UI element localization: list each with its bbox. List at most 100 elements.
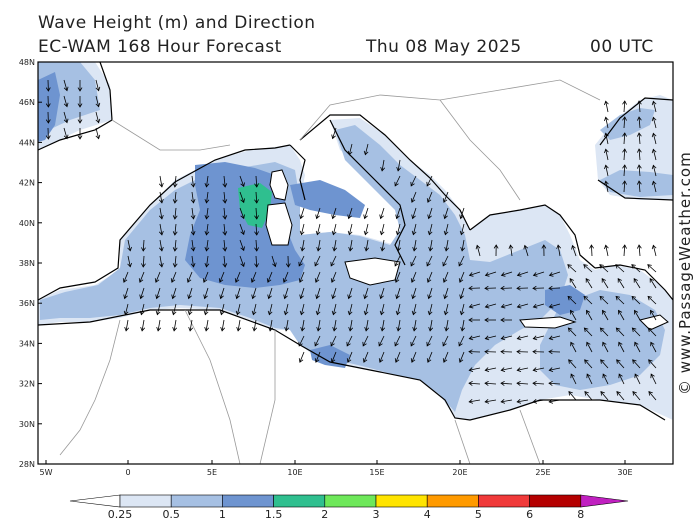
wave-arrow xyxy=(533,271,545,276)
colorbar-label: 6 xyxy=(526,508,534,521)
wave-arrow-head xyxy=(616,359,621,364)
wave-arrow xyxy=(650,373,657,385)
longitude-labels: 5W 0 5E 10E 15E 20E 25E 30E xyxy=(40,460,633,477)
wave-arrow xyxy=(252,287,257,299)
wave-arrow xyxy=(172,287,177,299)
wave-arrow xyxy=(652,181,657,193)
wave-arrow xyxy=(485,399,497,403)
wave-arrow-head xyxy=(500,285,505,291)
wave-arrow xyxy=(469,271,481,276)
wave-arrow-head xyxy=(583,264,588,269)
wave-arrow-head xyxy=(77,87,83,92)
wave-arrow xyxy=(600,327,609,337)
lat-label: 46N xyxy=(19,98,35,107)
wave-arrow-head xyxy=(204,215,210,220)
wave-arrow-head xyxy=(123,310,129,316)
wave-arrow xyxy=(458,255,465,267)
latitude-labels: 48N 46N 44N 42N 40N 38N 36N 34N 32N 30N 28N xyxy=(19,58,42,469)
wave-arrow xyxy=(501,367,513,371)
wave-arrow xyxy=(171,271,177,283)
wave-arrow-head xyxy=(442,358,448,363)
wave-arrow xyxy=(485,335,497,340)
wave-arrow xyxy=(632,327,641,337)
wave-arrow xyxy=(638,181,641,193)
wave-arrow-head xyxy=(484,272,490,277)
wave-arrow-head xyxy=(651,244,657,250)
wave-arrow-head xyxy=(602,373,607,379)
wave-arrow xyxy=(411,191,417,203)
wave-arrow-head xyxy=(651,148,657,154)
lat-label: 34N xyxy=(19,339,35,348)
sardinia xyxy=(265,202,293,246)
wave-arrow xyxy=(203,271,209,283)
wave-arrow-head xyxy=(516,285,521,291)
wave-arrow-head xyxy=(468,381,473,386)
wave-arrow xyxy=(396,207,401,219)
wave-arrow xyxy=(365,319,369,331)
wave-arrow-head xyxy=(331,134,336,140)
wave-arrow xyxy=(634,373,641,385)
wave-arrow-head xyxy=(532,398,538,404)
wave-arrow-head xyxy=(484,349,489,355)
wave-arrow-head xyxy=(77,103,83,108)
wave-arrow xyxy=(139,271,145,283)
wave-arrow xyxy=(394,335,401,347)
wave-arrow-head xyxy=(516,367,522,372)
colorbar-label: 1 xyxy=(218,508,226,521)
wave-arrow-head xyxy=(634,341,639,347)
wave-arrow xyxy=(364,223,369,235)
wave-arrow-head xyxy=(426,278,432,283)
wave-arrow-head xyxy=(45,87,51,92)
wave-arrow xyxy=(600,359,609,369)
wave-arrow xyxy=(284,303,289,315)
wave-arrow-head xyxy=(158,198,164,204)
wave-arrow-head xyxy=(284,326,290,332)
wave-arrow xyxy=(650,310,657,321)
colorbar-swatch xyxy=(324,494,377,508)
wave-arrow-head xyxy=(428,246,434,252)
wave-arrow xyxy=(236,303,241,315)
wave-arrow xyxy=(548,382,561,385)
wave-arrow xyxy=(364,143,369,155)
wave-arrow-head xyxy=(315,230,321,236)
wave-arrow-head xyxy=(268,326,274,332)
wave-arrow xyxy=(174,191,177,203)
wave-arrow xyxy=(600,391,609,401)
colorbar-label: 0.5 xyxy=(162,508,180,521)
wave-arrow xyxy=(443,351,449,363)
wave-arrow xyxy=(301,319,305,331)
wave-arrow xyxy=(469,367,481,371)
wave-arrow-head xyxy=(186,278,192,283)
wave-arrow-head xyxy=(204,326,210,332)
wave-arrow xyxy=(127,239,131,251)
wave-arrow xyxy=(206,255,209,267)
wave-arrow-head xyxy=(548,398,554,404)
wave-arrow xyxy=(333,319,337,331)
wave-arrow xyxy=(298,255,305,267)
wave-arrow-head xyxy=(647,327,653,333)
wave-arrow-head xyxy=(586,373,591,379)
wave-arrow xyxy=(413,319,417,331)
wave-arrow-head xyxy=(396,166,402,172)
crete xyxy=(519,316,577,329)
wave-arrow xyxy=(469,303,481,308)
wave-arrow xyxy=(174,239,177,251)
wave-arrow xyxy=(63,95,68,107)
wave-arrow-head xyxy=(651,100,657,106)
wave-arrow xyxy=(458,335,465,347)
wave-arrow xyxy=(638,165,641,177)
wave-arrow-head xyxy=(649,278,654,283)
lat-label: 38N xyxy=(19,259,35,268)
wave-arrow-head xyxy=(187,310,193,316)
colorbar-swatch xyxy=(426,494,479,508)
wave-arrow-head xyxy=(222,263,228,268)
cyprus xyxy=(639,314,669,331)
wave-arrow xyxy=(95,127,100,139)
wave-arrow-head xyxy=(330,261,335,267)
lon-label: 15E xyxy=(369,468,384,477)
lat-label: 44N xyxy=(19,138,35,147)
wave-arrow-head xyxy=(190,247,196,252)
wave-arrow xyxy=(413,239,417,251)
wave-arrow-head xyxy=(442,341,447,347)
wave-arrow-head xyxy=(139,294,144,300)
